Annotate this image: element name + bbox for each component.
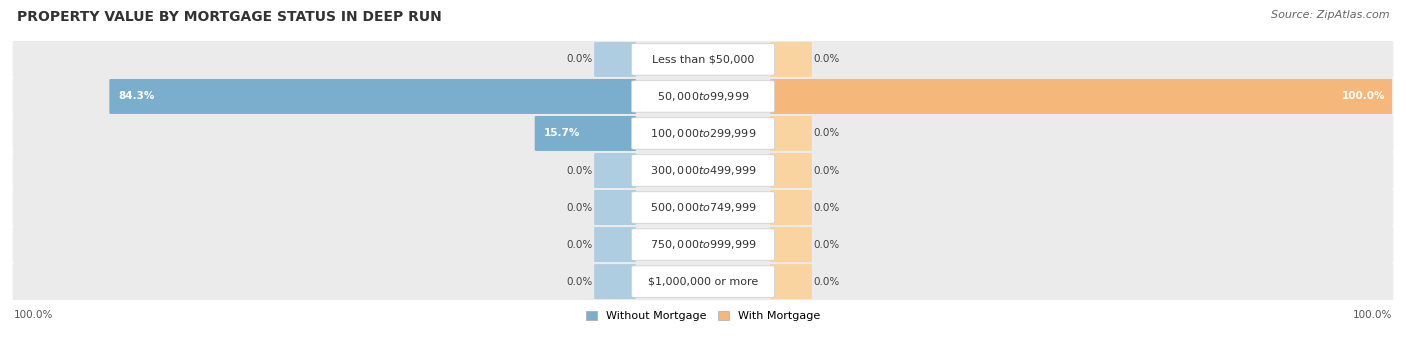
Text: 0.0%: 0.0% [567,239,593,250]
Legend: Without Mortgage, With Mortgage: Without Mortgage, With Mortgage [582,306,824,326]
FancyBboxPatch shape [595,264,636,299]
FancyBboxPatch shape [13,152,1393,189]
Text: Source: ZipAtlas.com: Source: ZipAtlas.com [1271,10,1389,20]
FancyBboxPatch shape [770,116,811,151]
Text: $50,000 to $99,999: $50,000 to $99,999 [657,90,749,103]
FancyBboxPatch shape [631,44,775,75]
Text: 0.0%: 0.0% [813,129,839,138]
FancyBboxPatch shape [13,189,1393,226]
Text: PROPERTY VALUE BY MORTGAGE STATUS IN DEEP RUN: PROPERTY VALUE BY MORTGAGE STATUS IN DEE… [17,10,441,24]
FancyBboxPatch shape [595,42,636,77]
Text: 0.0%: 0.0% [567,55,593,64]
Text: 0.0%: 0.0% [813,55,839,64]
FancyBboxPatch shape [13,263,1393,300]
FancyBboxPatch shape [770,264,811,299]
FancyBboxPatch shape [770,190,811,225]
Text: 0.0%: 0.0% [567,165,593,176]
FancyBboxPatch shape [631,155,775,186]
Text: 0.0%: 0.0% [567,203,593,212]
Text: Less than $50,000: Less than $50,000 [652,55,754,64]
Text: 0.0%: 0.0% [567,277,593,286]
FancyBboxPatch shape [770,153,811,188]
FancyBboxPatch shape [595,227,636,262]
FancyBboxPatch shape [595,153,636,188]
FancyBboxPatch shape [595,190,636,225]
Text: 0.0%: 0.0% [813,277,839,286]
FancyBboxPatch shape [631,192,775,223]
Text: 100.0%: 100.0% [1341,91,1385,102]
Text: $300,000 to $499,999: $300,000 to $499,999 [650,164,756,177]
Text: 100.0%: 100.0% [14,310,53,321]
Text: 100.0%: 100.0% [1353,310,1392,321]
FancyBboxPatch shape [631,118,775,149]
Text: 84.3%: 84.3% [118,91,155,102]
Text: 0.0%: 0.0% [813,203,839,212]
Text: 15.7%: 15.7% [544,129,581,138]
Text: 0.0%: 0.0% [813,165,839,176]
FancyBboxPatch shape [631,266,775,297]
FancyBboxPatch shape [770,79,1393,114]
Text: $100,000 to $299,999: $100,000 to $299,999 [650,127,756,140]
FancyBboxPatch shape [534,116,636,151]
FancyBboxPatch shape [13,41,1393,78]
FancyBboxPatch shape [13,115,1393,152]
FancyBboxPatch shape [770,42,811,77]
Text: $750,000 to $999,999: $750,000 to $999,999 [650,238,756,251]
FancyBboxPatch shape [110,79,636,114]
FancyBboxPatch shape [13,78,1393,115]
FancyBboxPatch shape [631,81,775,112]
Text: $500,000 to $749,999: $500,000 to $749,999 [650,201,756,214]
FancyBboxPatch shape [13,226,1393,263]
FancyBboxPatch shape [770,227,811,262]
Text: $1,000,000 or more: $1,000,000 or more [648,277,758,286]
Text: 0.0%: 0.0% [813,239,839,250]
FancyBboxPatch shape [631,229,775,260]
